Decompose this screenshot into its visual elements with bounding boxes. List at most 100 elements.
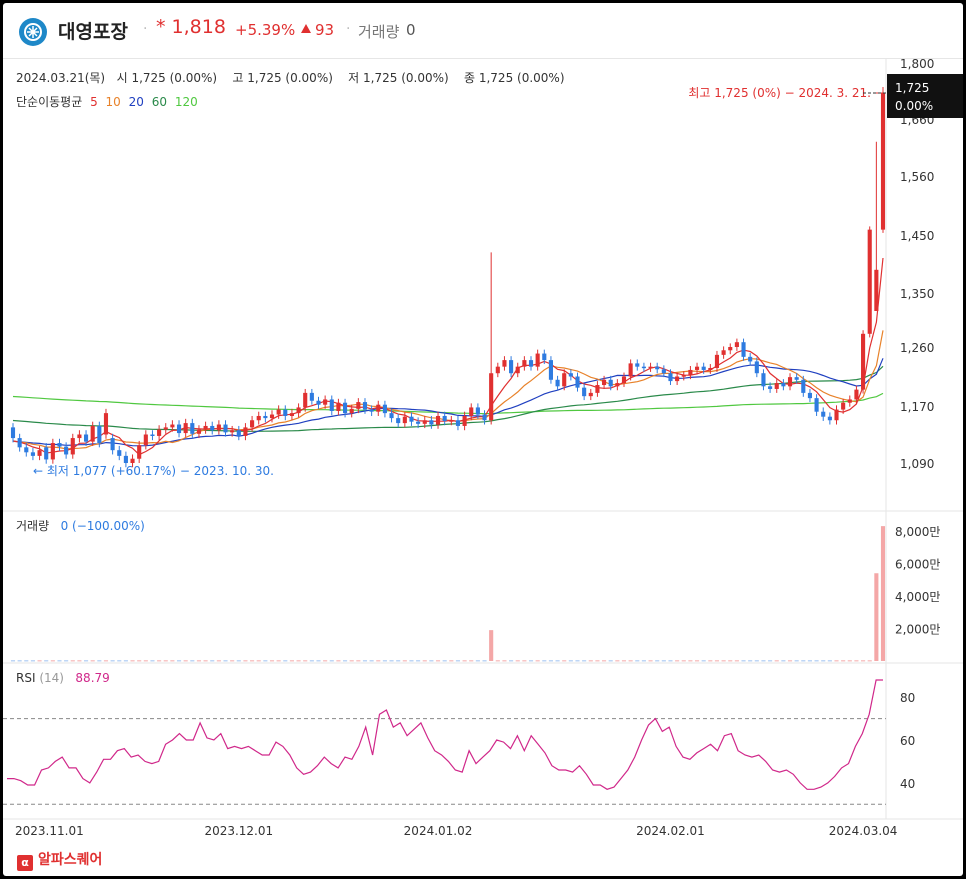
volume-bar[interactable] (250, 660, 255, 662)
volume-bar[interactable] (482, 660, 487, 662)
candle[interactable] (37, 445, 42, 461)
candle[interactable] (223, 420, 228, 437)
candle[interactable] (90, 421, 95, 446)
volume-bar[interactable] (143, 660, 148, 662)
volume-bar[interactable] (515, 660, 520, 662)
candle[interactable] (130, 454, 135, 468)
candle[interactable] (143, 430, 148, 450)
candle[interactable] (761, 369, 766, 391)
volume-bar[interactable] (708, 660, 713, 662)
candle[interactable] (582, 383, 587, 401)
volume-bar[interactable] (787, 660, 793, 662)
volume-bar[interactable] (10, 660, 16, 662)
volume-bar[interactable] (57, 660, 62, 662)
volume-bar[interactable] (196, 660, 202, 662)
candle[interactable] (602, 375, 607, 389)
candle[interactable] (236, 425, 241, 441)
candle[interactable] (303, 388, 308, 412)
candle[interactable] (103, 408, 109, 439)
candle[interactable] (442, 411, 447, 426)
volume-bar[interactable] (396, 660, 401, 662)
candle[interactable] (635, 359, 640, 371)
candle[interactable] (283, 405, 288, 421)
candle[interactable] (675, 372, 680, 386)
candle[interactable] (502, 356, 507, 371)
volume-bar[interactable] (694, 660, 700, 662)
candle[interactable] (323, 395, 328, 409)
volume-bar[interactable] (582, 660, 587, 662)
candle[interactable] (867, 226, 872, 338)
candle[interactable] (608, 375, 613, 391)
candle[interactable] (794, 373, 799, 384)
volume-bar[interactable] (429, 660, 434, 662)
volume-bar[interactable] (416, 660, 421, 662)
volume-bar[interactable] (449, 660, 454, 662)
candle[interactable] (97, 421, 102, 448)
candle[interactable] (196, 425, 202, 439)
candle[interactable] (681, 371, 686, 381)
candle[interactable] (615, 379, 620, 391)
candle[interactable] (70, 433, 75, 459)
candle[interactable] (821, 407, 826, 421)
volume-bar[interactable] (562, 660, 567, 662)
volume-bar[interactable] (615, 660, 620, 662)
volume-bar[interactable] (90, 660, 95, 662)
volume-bar[interactable] (761, 660, 766, 662)
candle[interactable] (834, 405, 839, 425)
volume-bar[interactable] (243, 660, 248, 662)
volume-bar[interactable] (230, 660, 235, 662)
volume-bar[interactable] (296, 660, 301, 662)
candle[interactable] (17, 433, 22, 452)
volume-bar[interactable] (236, 660, 241, 662)
candle[interactable] (110, 433, 115, 455)
candle[interactable] (668, 369, 673, 386)
candle[interactable] (376, 400, 381, 416)
volume-bar[interactable] (827, 660, 832, 662)
candle[interactable] (316, 396, 321, 409)
volume-bar[interactable] (17, 660, 22, 662)
volume-bar[interactable] (203, 660, 208, 662)
volume-bar[interactable] (874, 573, 879, 661)
candle[interactable] (396, 413, 401, 428)
volume-bar[interactable] (834, 660, 839, 662)
candle[interactable] (854, 385, 859, 404)
candle[interactable] (880, 87, 886, 233)
candle[interactable] (362, 398, 368, 414)
volume-bar[interactable] (24, 660, 29, 662)
volume-bar[interactable] (661, 660, 666, 662)
volume-bar[interactable] (97, 660, 102, 662)
candle[interactable] (210, 421, 215, 435)
volume-bar[interactable] (575, 660, 580, 662)
candle[interactable] (728, 343, 733, 355)
candle[interactable] (462, 411, 467, 431)
candle[interactable] (801, 375, 806, 397)
volume-bar[interactable] (163, 660, 168, 662)
volume-bar[interactable] (190, 660, 195, 662)
volume-bar[interactable] (814, 660, 819, 662)
volume-bar[interactable] (595, 660, 600, 662)
volume-bar[interactable] (655, 660, 660, 662)
volume-bar[interactable] (608, 660, 613, 662)
candle[interactable] (754, 357, 759, 378)
volume-bar[interactable] (489, 630, 494, 661)
volume-bar[interactable] (509, 660, 514, 662)
candle[interactable] (123, 451, 128, 468)
candle[interactable] (389, 408, 394, 423)
volume-bar[interactable] (137, 660, 142, 662)
volume-bar[interactable] (681, 660, 686, 662)
volume-bar[interactable] (774, 660, 779, 662)
candle[interactable] (57, 438, 62, 451)
volume-bar[interactable] (336, 660, 341, 662)
candle[interactable] (701, 362, 706, 374)
volume-bar[interactable] (734, 660, 739, 662)
candle[interactable] (861, 330, 866, 394)
candle[interactable] (50, 438, 55, 464)
candle[interactable] (276, 405, 281, 419)
candle[interactable] (628, 359, 633, 381)
volume-bar[interactable] (748, 660, 753, 662)
volume-bar[interactable] (495, 660, 500, 662)
volume-bar[interactable] (50, 660, 55, 662)
candle[interactable] (874, 141, 879, 311)
volume-bar[interactable] (768, 660, 773, 662)
volume-bar[interactable] (70, 660, 75, 662)
